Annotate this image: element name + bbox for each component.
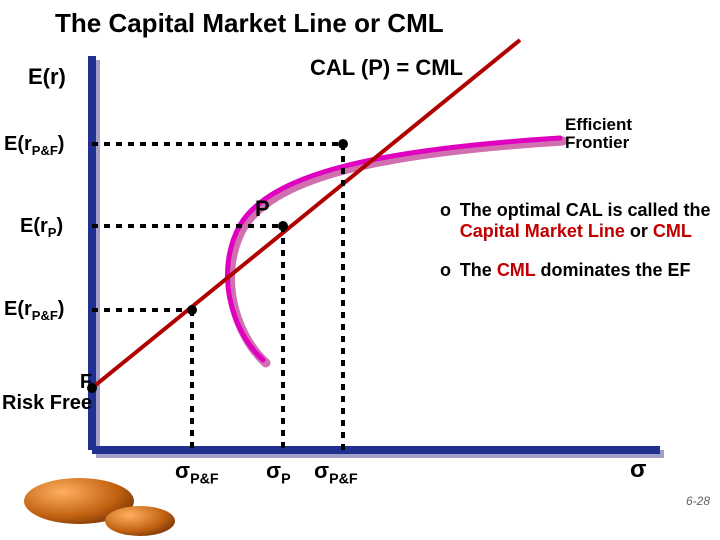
bullet-2: oThe CML dominates the EF — [440, 260, 720, 281]
bullet-list: oThe optimal CAL is called the Capital M… — [400, 200, 720, 299]
xaxis-label-sigma: σ — [630, 456, 646, 484]
xtick-s-p: σP — [266, 458, 291, 487]
f-label: FRisk Free — [2, 372, 92, 414]
bullet-1: oThe optimal CAL is called the Capital M… — [440, 200, 720, 242]
yaxis-label: E(r) — [28, 64, 66, 90]
ytick-er-pf-top: E(rP&F) — [4, 133, 64, 158]
title-text: The Capital Market Line or CML — [55, 8, 444, 38]
cal-label: CAL (P) = CML — [310, 55, 463, 81]
ytick-er-p: E(rP) — [20, 215, 63, 240]
xtick-s-pf-right: σP&F — [314, 458, 358, 487]
point-p-label: P — [255, 196, 270, 222]
eff-frontier-label: EfficientFrontier — [565, 116, 632, 152]
ytick-er-pf-bot: E(rP&F) — [4, 298, 64, 323]
slide-number: 6-28 — [686, 494, 710, 508]
xtick-s-pf-left: σP&F — [175, 458, 219, 487]
slide-title: The Capital Market Line or CML — [55, 8, 444, 39]
